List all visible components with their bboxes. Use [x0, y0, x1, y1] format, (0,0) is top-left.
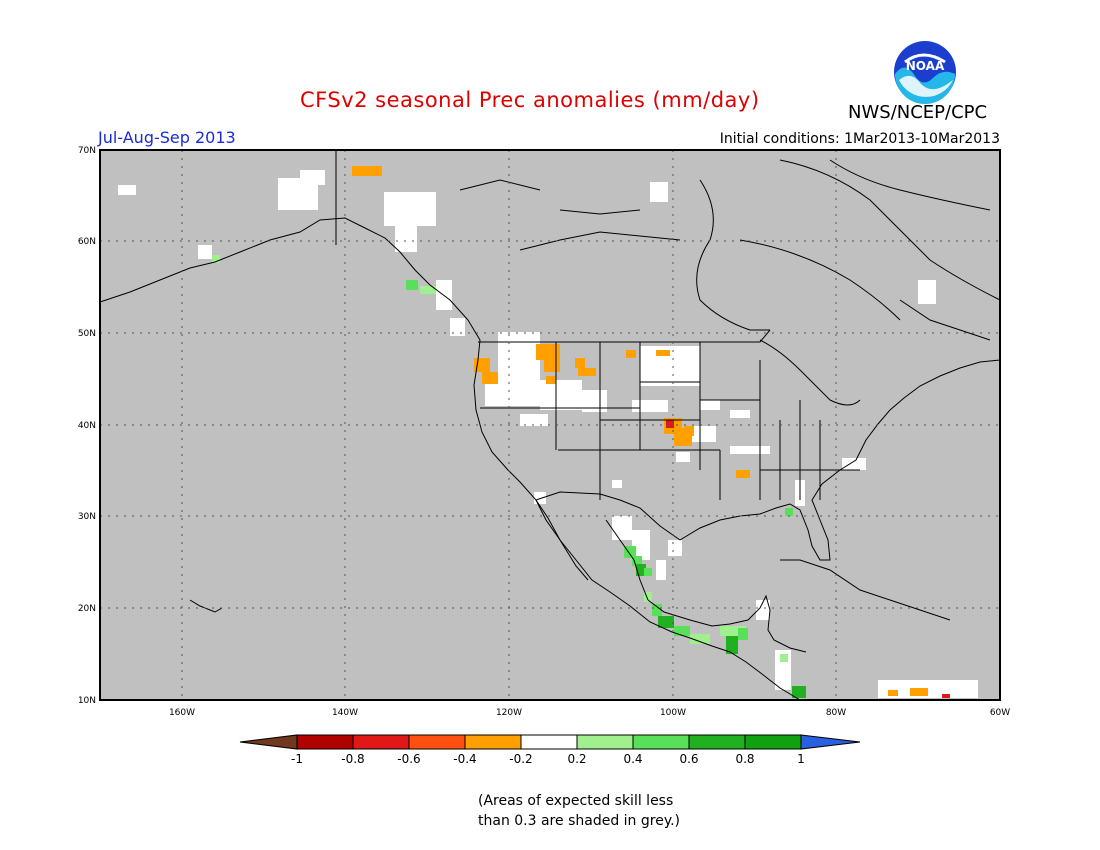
map-title: CFSv2 seasonal Prec anomalies (mm/day): [300, 88, 760, 112]
color-legend: [239, 734, 861, 750]
legend-tick-label: 0.8: [735, 752, 754, 766]
initial-conditions-label: Initial conditions: 1Mar2013-10Mar2013: [719, 131, 1000, 147]
legend-cell: [239, 734, 298, 750]
coastlines: [99, 159, 1001, 701]
lat-label: 20N: [78, 604, 96, 614]
legend-cell: [520, 734, 578, 750]
anomaly-positive-cells: [212, 255, 806, 698]
longitude-labels: 160W 140W 120W 100W 80W 60W: [169, 708, 1010, 718]
legend-cell: [464, 734, 522, 750]
lon-label: 140W: [332, 708, 358, 718]
anomaly-negative-cells: [352, 166, 950, 698]
legend-tick-label: -1: [291, 752, 303, 766]
legend-tick-label: -0.4: [453, 752, 476, 766]
grid-lines: [100, 150, 1000, 700]
skill-footnote: (Areas of expected skill less than 0.3 a…: [478, 791, 680, 831]
latitude-labels: 70N 60N 50N 40N 30N 20N 10N: [78, 146, 96, 706]
lat-label: 10N: [78, 696, 96, 706]
lon-label: 80W: [826, 708, 846, 718]
legend-cell: [632, 734, 690, 750]
map-frame: [99, 149, 1001, 701]
lat-label: 50N: [78, 329, 96, 339]
borders: [335, 150, 860, 541]
legend-tick-labels: -1 -0.8 -0.6 -0.4 -0.2 0.2 0.4 0.6 0.8 1: [291, 752, 805, 766]
footnote-line: (Areas of expected skill less: [478, 793, 674, 809]
legend-tick-label: 0.6: [679, 752, 698, 766]
lat-label: 60N: [78, 237, 96, 247]
lat-label: 70N: [78, 146, 96, 156]
legend-cell: [352, 734, 410, 750]
agency-label: NWS/NCEP/CPC: [848, 102, 988, 123]
anomaly-white-cells: [118, 170, 978, 698]
lat-label: 40N: [78, 421, 96, 431]
legend-tick-label: -0.2: [509, 752, 532, 766]
lon-label: 60W: [990, 708, 1010, 718]
legend-tick-label: -0.6: [397, 752, 420, 766]
lon-label: 160W: [169, 708, 195, 718]
lon-label: 120W: [496, 708, 522, 718]
legend-cell: [576, 734, 634, 750]
legend-cell: [800, 734, 861, 750]
lat-label: 30N: [78, 512, 96, 522]
legend-cell: [296, 734, 354, 750]
logo-text: NOAA: [906, 59, 945, 73]
legend-cell: [688, 734, 746, 750]
legend-cell: [408, 734, 466, 750]
season-label: Jul-Aug-Sep 2013: [98, 128, 236, 147]
legend-tick-label: 1: [797, 752, 805, 766]
noaa-logo: NOAA: [894, 41, 956, 104]
legend-tick-label: 0.4: [623, 752, 642, 766]
legend-cell: [744, 734, 802, 750]
legend-tick-label: -0.8: [341, 752, 364, 766]
lon-label: 100W: [660, 708, 686, 718]
footnote-line: than 0.3 are shaded in grey.): [478, 813, 681, 829]
legend-tick-label: 0.2: [567, 752, 586, 766]
